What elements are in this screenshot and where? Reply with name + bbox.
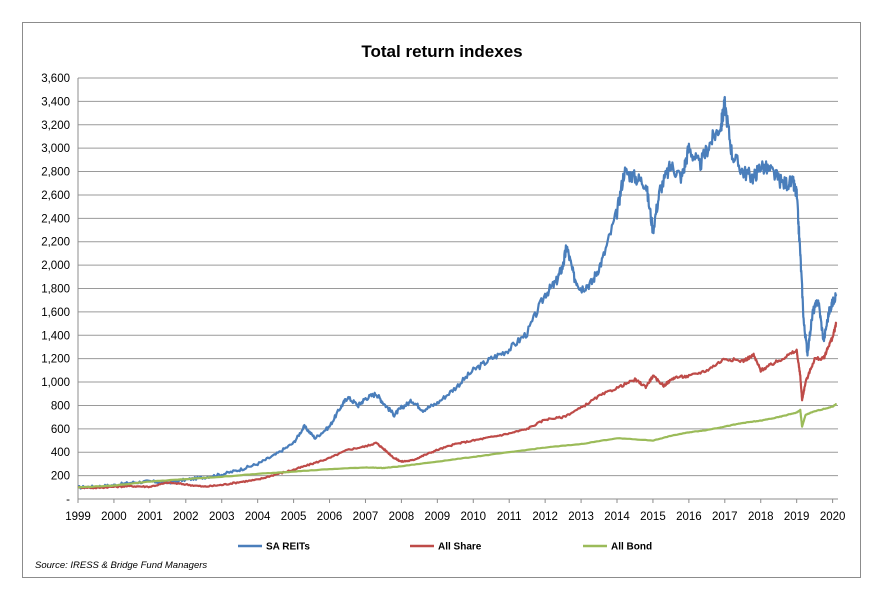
x-tick-label: 2006 [317,511,343,523]
axes: - 200 400 600 800 1,000 1,200 1,400 1,600 1,800 2,… [41,73,845,523]
x-tick-label: 1999 [65,511,91,523]
y-tick-label: 1,000 [41,377,70,389]
x-tick-label: 2017 [712,511,738,523]
y-tick-label: - [66,494,70,506]
legend-label: All Bond [611,542,652,553]
x-tick-label: 2009 [425,511,451,523]
y-tick-label: 400 [51,447,70,459]
legend-label: All Share [438,542,482,553]
x-tick-label: 2002 [173,511,199,523]
legend-item: All Share [410,542,482,553]
y-tick-label: 2,400 [41,213,70,225]
y-tick-label: 2,800 [41,167,70,179]
x-tick-label: 2004 [245,511,271,523]
x-tick-label: 2011 [497,511,522,523]
series-line-all-bond [77,403,837,489]
x-tick-label: 2015 [640,511,666,523]
x-tick-label: 2013 [568,511,594,523]
series-line-all-share [77,321,838,490]
x-tick-label: 2014 [604,511,630,523]
y-tick-label: 3,000 [41,143,70,155]
x-tick-label: 2010 [460,511,486,523]
source-note: Source: IRESS & Bridge Fund Managers [35,560,207,571]
x-tick-label: 2016 [676,511,702,523]
x-tick-label: 2000 [101,511,127,523]
y-tick-label: 3,600 [41,73,70,85]
chart-title: Total return indexes [361,42,522,61]
legend-item: All Bond [583,542,652,553]
y-tick-label: 1,600 [41,307,70,319]
y-tick-label: 2,200 [41,237,70,249]
x-tick-label: 2003 [209,511,235,523]
y-tick-label: 1,200 [41,354,70,366]
x-tick-label: 2005 [281,511,307,523]
legend-item: SA REITs [238,542,310,553]
y-tick-label: 1,800 [41,284,70,296]
x-tick-label: 2001 [137,511,163,523]
y-tick-label: 200 [51,471,70,483]
x-tick-label: 2012 [532,511,558,523]
legend-label: SA REITs [266,542,310,553]
chart-frame [22,22,861,578]
y-tick-label: 600 [51,424,70,436]
gridlines [78,77,838,477]
x-tick-label: 2007 [353,511,379,523]
x-tick-label: 2008 [389,511,415,523]
y-tick-label: 2,600 [41,190,70,202]
x-tick-label: 2018 [748,511,774,523]
legend: SA REITs All Share All Bond [238,542,652,553]
series-lines [77,95,838,490]
y-tick-label: 800 [51,400,70,412]
y-tick-label: 3,400 [41,96,70,108]
x-tick-label: 2020 [820,511,846,523]
y-tick-label: 2,000 [41,260,70,272]
y-tick-label: 3,200 [41,120,70,132]
x-tick-label: 2019 [784,511,810,523]
series-line-sa-reits [77,95,838,490]
y-tick-label: 1,400 [41,330,70,342]
